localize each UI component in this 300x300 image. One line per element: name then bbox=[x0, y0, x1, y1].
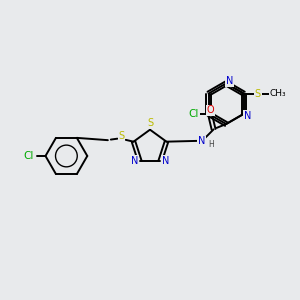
Text: N: N bbox=[131, 156, 138, 166]
Text: S: S bbox=[118, 131, 124, 141]
Text: H: H bbox=[208, 140, 214, 149]
Text: N: N bbox=[198, 136, 205, 146]
Text: O: O bbox=[207, 105, 214, 115]
Text: S: S bbox=[147, 118, 153, 128]
Text: Cl: Cl bbox=[24, 151, 34, 161]
Text: CH₃: CH₃ bbox=[270, 89, 286, 98]
Text: N: N bbox=[244, 111, 251, 121]
Text: N: N bbox=[226, 76, 233, 86]
Text: Cl: Cl bbox=[188, 109, 199, 119]
Text: S: S bbox=[255, 88, 261, 99]
Text: N: N bbox=[162, 156, 169, 166]
